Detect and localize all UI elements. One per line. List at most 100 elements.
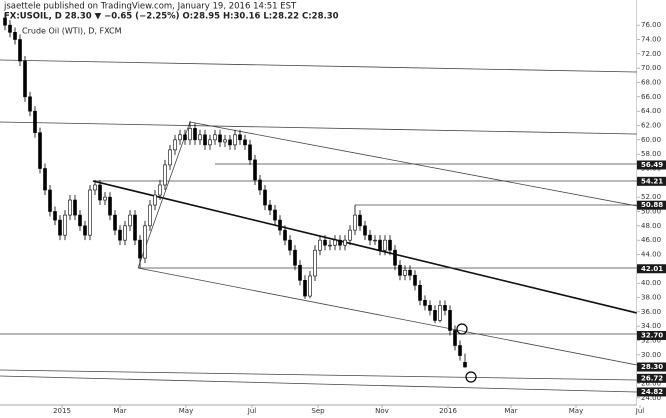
- candle-body: [48, 189, 52, 212]
- candle-body: [353, 214, 357, 231]
- candle-body: [118, 229, 122, 241]
- candle-body: [343, 239, 347, 246]
- y-tick-label: 32.00: [641, 337, 661, 345]
- x-tick-label: May: [569, 407, 583, 415]
- x-tick-label: Nov: [375, 407, 389, 415]
- price-level-box: [637, 387, 666, 397]
- price-level-box: [637, 264, 666, 274]
- candle-body: [283, 229, 287, 241]
- y-tick-label: 68.00: [641, 79, 661, 87]
- candle-body: [18, 39, 22, 62]
- trend-line: [92, 180, 637, 314]
- candle-body: [443, 305, 447, 311]
- candle-body: [418, 285, 422, 301]
- price-level-box: [637, 160, 666, 170]
- x-tick-label: Jul: [247, 407, 257, 415]
- trend-line: [0, 121, 637, 135]
- candle-body: [323, 239, 327, 246]
- candles: [3, 12, 467, 368]
- candle-body: [3, 17, 7, 26]
- candle-body: [233, 134, 237, 146]
- candle-body: [163, 164, 167, 186]
- candle-body: [298, 264, 302, 281]
- y-tick-label: 72.00: [641, 50, 661, 58]
- x-tick-label: Jul: [635, 407, 645, 415]
- y-tick-label: 48.00: [641, 222, 661, 230]
- x-tick-label: Mar: [504, 407, 517, 415]
- candle-body: [68, 199, 72, 216]
- price-level-label: 32.70: [641, 331, 663, 339]
- candle-body: [438, 305, 442, 321]
- candle-body: [218, 134, 222, 143]
- price-level-box: [637, 362, 666, 372]
- candle-body: [373, 239, 377, 242]
- candle-body: [278, 219, 282, 231]
- y-tick-label: 30.00: [641, 351, 661, 359]
- candle-body: [368, 234, 372, 241]
- candle-body: [288, 239, 292, 251]
- candle-body: [238, 134, 242, 141]
- candle-body: [188, 128, 192, 141]
- price-level-label: 42.01: [641, 265, 663, 273]
- price-level-box: [637, 330, 666, 340]
- price-level-label: 54.21: [641, 177, 663, 185]
- y-tick-label: 62.00: [641, 122, 661, 130]
- candle-body: [148, 204, 152, 227]
- candle-body: [453, 330, 457, 346]
- candle-body: [308, 275, 312, 297]
- candle-body: [268, 204, 272, 211]
- price-level-label: 56.49: [641, 161, 663, 169]
- y-tick-label: 46.00: [641, 236, 661, 244]
- candle-body: [428, 305, 432, 311]
- y-tick-label: 40.00: [641, 279, 661, 287]
- candle-body: [398, 264, 402, 276]
- candle-body: [313, 249, 317, 277]
- candle-body: [103, 196, 107, 201]
- candle-body: [38, 132, 42, 169]
- marker-circle: [456, 323, 468, 335]
- candle-body: [263, 189, 267, 206]
- price-level-label: 24.82: [641, 388, 663, 396]
- candle-body: [403, 269, 407, 276]
- candle-body: [183, 134, 187, 141]
- drawings: [0, 59, 637, 393]
- trend-line: [0, 369, 637, 381]
- y-tick-label: 64.00: [641, 107, 661, 115]
- candle-body: [328, 244, 332, 247]
- candle-body: [178, 134, 182, 141]
- candle-body: [413, 274, 417, 286]
- candle-body: [388, 239, 392, 251]
- candle-body: [333, 239, 337, 246]
- candle-body: [243, 139, 247, 146]
- candle-body: [408, 269, 412, 276]
- candle-body: [73, 199, 77, 216]
- y-tick-label: 60.00: [641, 136, 661, 144]
- candle-body: [58, 219, 62, 236]
- candle-body: [88, 189, 92, 236]
- price-level-label: 28.30: [641, 363, 663, 371]
- candle-body: [63, 214, 67, 236]
- y-tick-label: 34.00: [641, 322, 661, 330]
- y-tick-label: 38.00: [641, 294, 661, 302]
- chart-title: Crude Oil (WTI), D, FXCM: [22, 27, 122, 36]
- y-tick-label: 52.00: [641, 193, 661, 201]
- candle-body: [393, 249, 397, 266]
- candle-body: [193, 128, 197, 141]
- candle-body: [133, 214, 137, 241]
- candle-body: [173, 139, 177, 151]
- y-tick-label: 66.00: [641, 93, 661, 101]
- price-level-box: [637, 373, 666, 383]
- candle-body: [223, 139, 227, 143]
- candle-body: [28, 96, 32, 112]
- candle-body: [93, 184, 97, 191]
- candle-body: [83, 225, 87, 236]
- y-tick-label: 26.00: [641, 380, 661, 388]
- candle-body: [303, 279, 307, 297]
- candle-body: [463, 362, 467, 368]
- candle-body: [203, 134, 207, 146]
- x-tick-label: 2015: [53, 407, 71, 415]
- candle-body: [253, 159, 257, 181]
- candle-body: [363, 225, 367, 236]
- candle-body: [318, 239, 322, 251]
